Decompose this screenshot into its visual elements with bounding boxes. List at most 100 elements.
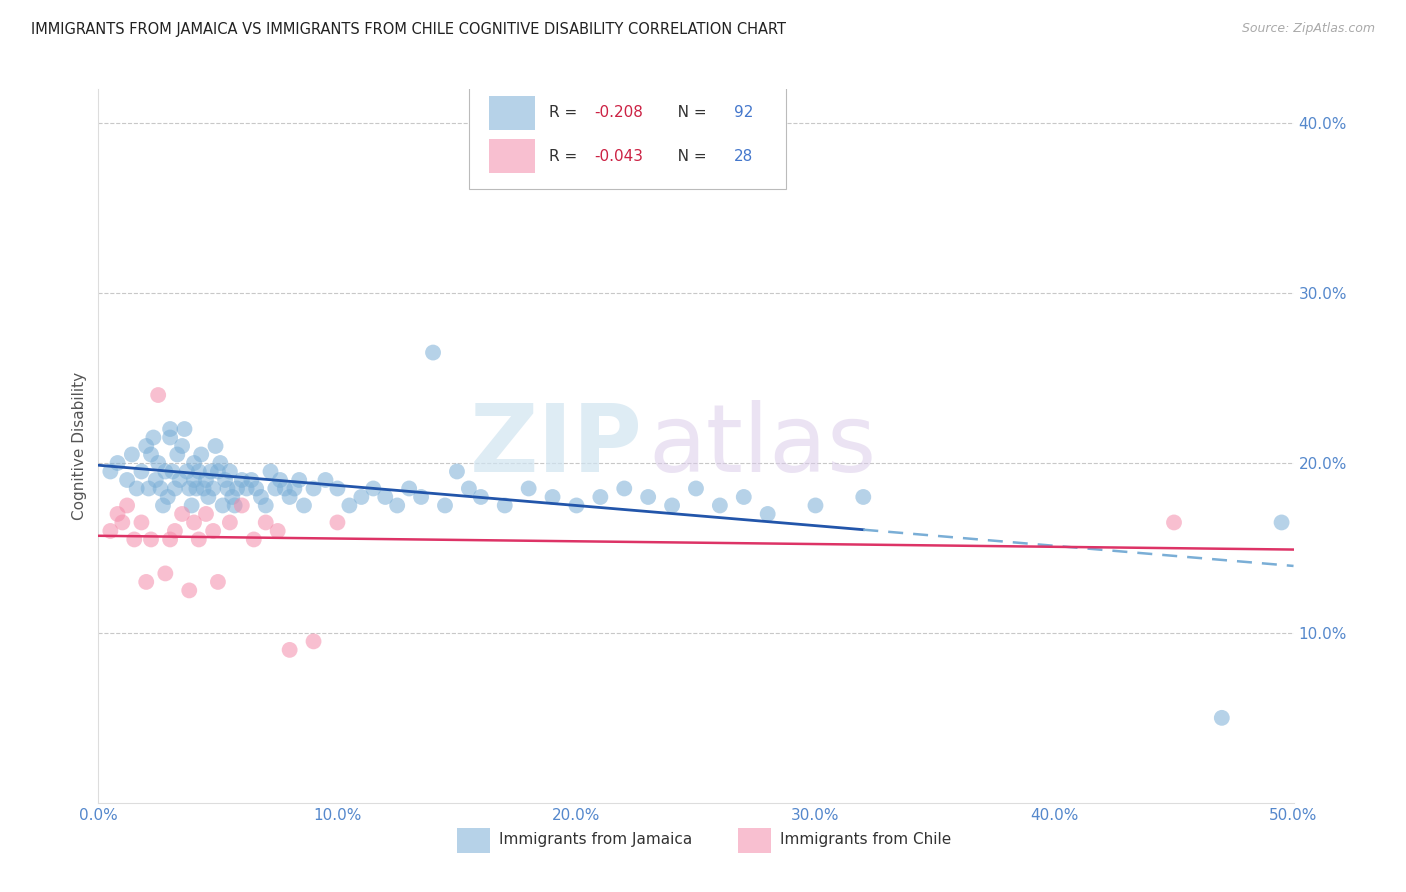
Point	[446, 465, 468, 479]
Point	[187, 465, 209, 479]
Point	[145, 473, 167, 487]
Point	[264, 482, 287, 496]
Point	[278, 490, 301, 504]
Point	[685, 482, 707, 496]
Point	[190, 448, 212, 462]
Point	[219, 516, 242, 530]
Text: -0.208: -0.208	[595, 105, 644, 120]
Point	[162, 465, 184, 479]
Point	[494, 499, 516, 513]
Point	[200, 465, 222, 479]
Point	[756, 507, 779, 521]
Point	[169, 473, 191, 487]
Text: N =: N =	[662, 149, 711, 164]
Point	[187, 533, 209, 547]
Point	[135, 574, 157, 589]
Point	[292, 499, 315, 513]
Point	[107, 507, 129, 521]
Text: R =: R =	[548, 105, 582, 120]
Point	[186, 482, 208, 496]
Point	[207, 574, 229, 589]
FancyBboxPatch shape	[489, 139, 534, 173]
Point	[517, 482, 540, 496]
Point	[245, 482, 267, 496]
Point	[219, 465, 242, 479]
Text: ZIP: ZIP	[470, 400, 643, 492]
Point	[589, 490, 612, 504]
Point	[326, 482, 349, 496]
Point	[121, 448, 143, 462]
Point	[148, 388, 170, 402]
Point	[243, 533, 266, 547]
Point	[149, 482, 172, 496]
Point	[111, 516, 134, 530]
Text: R =: R =	[548, 149, 582, 164]
Point	[172, 507, 194, 521]
Point	[363, 482, 385, 496]
Point	[115, 473, 138, 487]
Point	[226, 482, 249, 496]
Point	[159, 422, 181, 436]
Point	[1211, 711, 1233, 725]
Text: Immigrants from Jamaica: Immigrants from Jamaica	[499, 832, 692, 847]
Point	[541, 490, 564, 504]
Point	[224, 499, 246, 513]
Point	[163, 482, 186, 496]
Point	[159, 533, 181, 547]
Text: 92: 92	[734, 105, 754, 120]
Point	[163, 524, 186, 538]
FancyBboxPatch shape	[457, 828, 491, 853]
Point	[733, 490, 755, 504]
Point	[156, 490, 179, 504]
Point	[214, 473, 236, 487]
Point	[179, 482, 201, 496]
Point	[315, 473, 337, 487]
Point	[172, 439, 194, 453]
Point	[155, 566, 177, 581]
Point	[852, 490, 875, 504]
Point	[197, 490, 219, 504]
Point	[173, 422, 195, 436]
Point	[183, 473, 205, 487]
Text: IMMIGRANTS FROM JAMAICA VS IMMIGRANTS FROM CHILE COGNITIVE DISABILITY CORRELATIO: IMMIGRANTS FROM JAMAICA VS IMMIGRANTS FR…	[31, 22, 786, 37]
Point	[211, 499, 233, 513]
Point	[138, 482, 160, 496]
Point	[176, 465, 198, 479]
Point	[350, 490, 373, 504]
Point	[217, 482, 239, 496]
Text: 28: 28	[734, 149, 754, 164]
Point	[804, 499, 827, 513]
Point	[125, 482, 148, 496]
Point	[411, 490, 433, 504]
Point	[339, 499, 361, 513]
Point	[202, 482, 225, 496]
Point	[302, 634, 325, 648]
Point	[250, 490, 273, 504]
Point	[142, 430, 165, 444]
Point	[183, 516, 205, 530]
Point	[661, 499, 683, 513]
Point	[98, 465, 122, 479]
Point	[613, 482, 636, 496]
Point	[326, 516, 349, 530]
Point	[148, 456, 170, 470]
Point	[209, 456, 232, 470]
Point	[180, 499, 202, 513]
Point	[302, 482, 325, 496]
Point	[434, 499, 457, 513]
Point	[398, 482, 420, 496]
Point	[278, 643, 301, 657]
Point	[159, 430, 181, 444]
FancyBboxPatch shape	[489, 95, 534, 130]
Point	[202, 524, 225, 538]
Point	[135, 439, 157, 453]
Point	[124, 533, 146, 547]
Text: atlas: atlas	[648, 400, 876, 492]
Point	[139, 448, 162, 462]
Point	[709, 499, 731, 513]
Point	[195, 473, 218, 487]
Point	[152, 499, 174, 513]
Point	[221, 490, 243, 504]
Point	[179, 583, 201, 598]
Point	[565, 499, 588, 513]
